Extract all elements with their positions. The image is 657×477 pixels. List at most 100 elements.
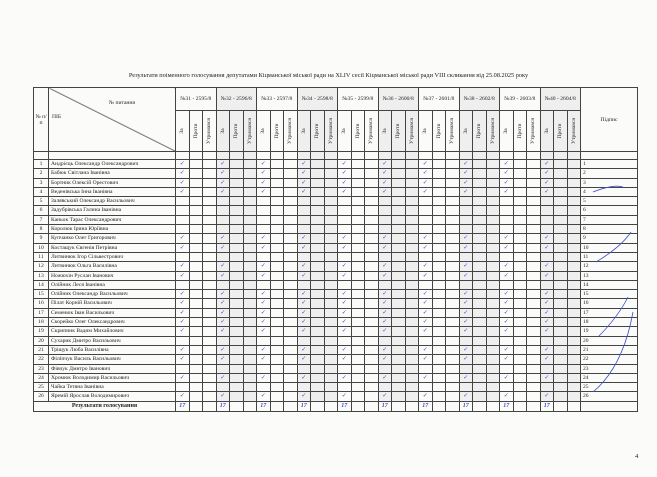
vote-cell bbox=[566, 205, 581, 216]
vote-cell bbox=[350, 251, 365, 263]
check-mark-icon: ✓ bbox=[539, 158, 554, 170]
vote-cell bbox=[391, 205, 406, 216]
vote-subheader: За bbox=[296, 110, 311, 152]
check-mark-icon: ✓ bbox=[458, 168, 473, 179]
vote-cell bbox=[485, 363, 500, 374]
vote-subheader: Утримався bbox=[445, 110, 460, 152]
vote-cell bbox=[229, 158, 244, 170]
vote-cell bbox=[242, 279, 257, 291]
check-mark-icon: ✓ bbox=[175, 354, 190, 365]
vote-cell bbox=[323, 251, 338, 263]
blank-cell bbox=[580, 151, 638, 160]
vote-cell bbox=[472, 261, 487, 272]
vote-cell bbox=[242, 177, 257, 188]
check-mark-icon: ✓ bbox=[175, 270, 190, 281]
vote-cell bbox=[445, 158, 460, 170]
check-mark-icon: ✓ bbox=[337, 326, 352, 337]
check-mark-icon: ✓ bbox=[215, 298, 230, 309]
vote-cell bbox=[431, 224, 446, 235]
vote-cell bbox=[215, 335, 230, 346]
vote-cell bbox=[283, 326, 298, 337]
vote-cell bbox=[310, 317, 325, 328]
blank-cell bbox=[337, 151, 352, 160]
vote-cell bbox=[283, 242, 298, 253]
vote-cell bbox=[310, 363, 325, 374]
check-mark-icon: ✓ bbox=[256, 233, 271, 244]
vote-cell bbox=[229, 270, 244, 281]
vote-cell bbox=[296, 205, 311, 216]
vote-cell bbox=[323, 186, 338, 198]
vote-cell bbox=[391, 326, 406, 337]
vote-cell bbox=[229, 326, 244, 337]
check-mark-icon: ✓ bbox=[256, 372, 271, 384]
vote-cell bbox=[364, 270, 379, 281]
vote-cell bbox=[323, 335, 338, 346]
vote-subheader-label: Проти bbox=[435, 123, 442, 139]
vote-cell bbox=[269, 158, 284, 170]
vote-cell bbox=[445, 242, 460, 253]
vote-cell bbox=[526, 298, 541, 309]
vote-cell bbox=[242, 326, 257, 337]
check-mark-icon: ✓ bbox=[215, 326, 230, 337]
vote-cell bbox=[472, 363, 487, 374]
row-number: 25 bbox=[33, 382, 49, 393]
vote-cell bbox=[512, 289, 527, 300]
table-row: 5 Залявський Олександр Васильович 5 bbox=[33, 196, 638, 207]
vote-cell bbox=[242, 270, 257, 281]
vote-cell bbox=[445, 298, 460, 309]
vote-cell bbox=[188, 196, 203, 207]
blank-cell bbox=[296, 151, 311, 160]
vote-cell bbox=[431, 168, 446, 179]
vote-cell bbox=[364, 391, 379, 402]
check-mark-icon: ✓ bbox=[296, 391, 311, 402]
result-empty bbox=[269, 400, 284, 412]
check-mark-icon: ✓ bbox=[215, 261, 230, 272]
vote-cell bbox=[485, 317, 500, 328]
check-mark-icon: ✓ bbox=[256, 242, 271, 253]
vote-subheader-label: Проти bbox=[476, 123, 483, 139]
check-mark-icon: ✓ bbox=[337, 168, 352, 179]
vote-cell bbox=[472, 233, 487, 244]
vote-cell bbox=[485, 158, 500, 170]
vote-cell bbox=[431, 335, 446, 346]
check-mark-icon: ✓ bbox=[418, 344, 433, 356]
check-mark-icon: ✓ bbox=[418, 289, 433, 300]
check-mark-icon: ✓ bbox=[499, 317, 514, 328]
check-mark-icon: ✓ bbox=[215, 158, 230, 170]
vote-cell bbox=[418, 205, 433, 216]
vote-cell bbox=[283, 307, 298, 319]
table-row: 26 Яремій Ярослав Володимирович ✓ ✓ ✓ ✓ ✓ ✓ ✓ ✓ ✓ ✓… bbox=[33, 391, 638, 402]
vote-cell bbox=[188, 261, 203, 272]
check-mark-icon: ✓ bbox=[296, 298, 311, 309]
vote-subheader: Проти bbox=[350, 110, 365, 152]
result-empty bbox=[431, 400, 446, 412]
check-mark-icon: ✓ bbox=[256, 261, 271, 272]
vote-cell bbox=[418, 214, 433, 226]
deputy-name: Чайка Тетяна Іванівна bbox=[48, 382, 176, 393]
check-mark-icon: ✓ bbox=[539, 289, 554, 300]
vote-cell bbox=[553, 298, 568, 309]
deputy-name: Купчанко Олег Григорович bbox=[48, 233, 176, 244]
vote-cell bbox=[539, 363, 554, 374]
table-row: 3 Бортник Олексій Орестович ✓ ✓ ✓ ✓ ✓ ✓ ✓ ✓ ✓ ✓ 3 bbox=[33, 177, 638, 188]
vote-cell bbox=[323, 261, 338, 272]
vote-cell bbox=[350, 382, 365, 393]
check-mark-icon: ✓ bbox=[337, 177, 352, 188]
check-mark-icon: ✓ bbox=[418, 270, 433, 281]
vote-cell bbox=[310, 168, 325, 179]
vote-cell bbox=[539, 251, 554, 263]
row-number: 15 bbox=[33, 289, 49, 300]
check-mark-icon: ✓ bbox=[256, 298, 271, 309]
question-label: № питання bbox=[108, 100, 135, 106]
vote-cell bbox=[526, 270, 541, 281]
vote-cell bbox=[472, 307, 487, 319]
vote-cell bbox=[310, 298, 325, 309]
vote-cell bbox=[553, 372, 568, 384]
blank-cell bbox=[431, 151, 446, 160]
check-mark-icon: ✓ bbox=[256, 177, 271, 188]
check-mark-icon: ✓ bbox=[175, 177, 190, 188]
vote-cell bbox=[539, 335, 554, 346]
vote-cell bbox=[242, 242, 257, 253]
blank-cell bbox=[242, 151, 257, 160]
vote-cell bbox=[391, 372, 406, 384]
